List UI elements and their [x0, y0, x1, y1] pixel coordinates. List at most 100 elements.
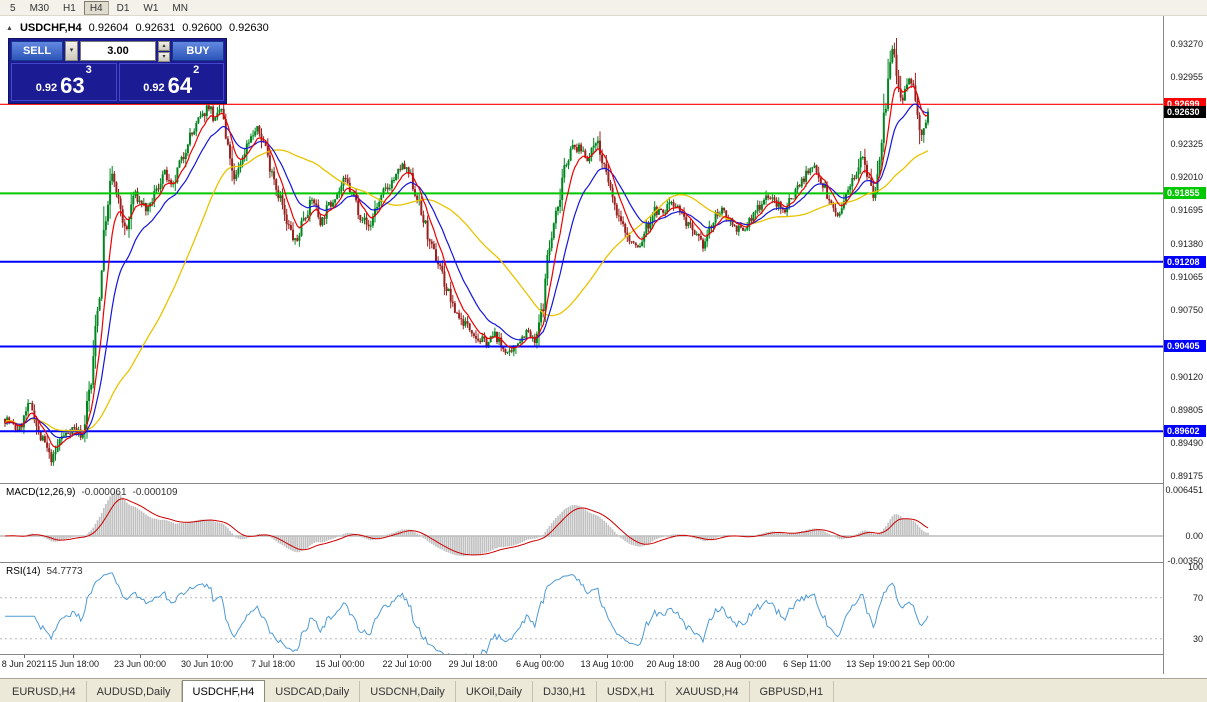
- time-tick-label: 8 Jun 2021: [1, 659, 47, 669]
- rsi-panel-separator[interactable]: [0, 562, 1207, 563]
- macd-panel-svg[interactable]: [0, 483, 1164, 562]
- volume-increase-button[interactable]: ▴: [158, 41, 170, 51]
- time-tick-label: 13 Aug 10:00: [580, 659, 634, 669]
- ask-pipette: 2: [193, 64, 200, 76]
- buy-button[interactable]: BUY: [172, 41, 224, 61]
- price-tick-label: 0.91380: [1170, 238, 1203, 249]
- price-tick-label: 0.89175: [1170, 471, 1203, 482]
- ask-price[interactable]: 0.92 64 2: [118, 63, 224, 101]
- price-tick-label: 0.93270: [1170, 39, 1203, 49]
- chart-symbol-icon: ▲: [6, 25, 13, 32]
- time-tick-label: 7 Jul 18:00: [250, 659, 296, 669]
- macd-tick-label: 0.00: [1185, 531, 1203, 541]
- symbol-tab-ukoil[interactable]: UKOil,Daily: [456, 681, 534, 702]
- price-chart-svg[interactable]: [0, 16, 1164, 483]
- timeframe-button-h4[interactable]: H4: [83, 0, 109, 15]
- macd-panel-separator[interactable]: [0, 483, 1207, 484]
- symbol-tab-usdx[interactable]: USDX,H1: [597, 681, 666, 702]
- timeframe-button-mn[interactable]: MN: [172, 2, 188, 14]
- symbol-tab-dj30[interactable]: DJ30,H1: [533, 681, 597, 702]
- symbol-tab-audusd[interactable]: AUDUSD,Daily: [87, 681, 182, 702]
- time-tick-mark: [740, 655, 741, 658]
- time-tick-mark: [140, 655, 141, 658]
- macd-value-main: -0.000061: [81, 487, 127, 498]
- volume-dropdown-button[interactable]: ▾: [65, 41, 78, 61]
- rsi-label: RSI(14) 54.7773: [6, 566, 83, 577]
- volume-input[interactable]: [80, 41, 156, 61]
- time-tick-label: 30 Jun 10:00: [180, 659, 234, 669]
- chart-symbol-label: USDCHF,H4: [19, 22, 82, 34]
- time-tick-mark: [873, 655, 874, 658]
- price-tick-label: 0.91695: [1170, 205, 1203, 216]
- timeframe-button-m30[interactable]: M30: [29, 2, 50, 14]
- time-tick-label: 13 Sep 19:00: [846, 659, 900, 669]
- price-tick-label: 0.90750: [1170, 305, 1203, 316]
- time-tick-label: 6 Sep 11:00: [783, 659, 831, 669]
- timeframe-toolbar: 5 M30 H1 H4 D1 W1 MN: [0, 0, 1207, 16]
- trade-panel-prices: 0.92 63 3 0.92 64 2: [11, 63, 224, 101]
- price-tick-label: 0.89490: [1170, 438, 1203, 449]
- price-line-label: 0.91208: [1164, 255, 1206, 268]
- time-tick-label: 28 Aug 00:00: [713, 659, 767, 669]
- price-tick-label: 0.92325: [1170, 138, 1203, 149]
- symbol-tab-usdchf[interactable]: USDCHF,H4: [181, 680, 266, 702]
- time-tick-mark: [540, 655, 541, 658]
- trade-panel-controls: SELL ▾ ▴ ▾ BUY: [11, 41, 224, 62]
- time-tick-label: 21 Sep 00:00: [901, 659, 955, 669]
- price-line-label: 0.89602: [1164, 425, 1206, 438]
- price-tick-label: 0.92955: [1170, 72, 1203, 83]
- symbol-tab-usdcnh[interactable]: USDCNH,Daily: [360, 681, 456, 702]
- timeframe-button-5[interactable]: 5: [10, 2, 16, 14]
- time-axis[interactable]: 8 Jun 2021 15 Jun 18:00 23 Jun 00:00 30 Jun…: [0, 655, 1163, 678]
- time-tick-mark: [607, 655, 608, 658]
- time-tick-label: 15 Jul 00:00: [315, 659, 365, 669]
- symbol-tab-gbpusd[interactable]: GBPUSD,H1: [750, 681, 835, 702]
- price-tick-label: 0.89805: [1170, 404, 1203, 415]
- price-tick-label: 0.91065: [1170, 271, 1203, 282]
- price-axis[interactable]: 0.93270 0.92955 0.92325 0.92010 0.91695 0.913…: [1164, 0, 1207, 678]
- rsi-name: RSI(14): [6, 566, 41, 577]
- time-axis-separator: [0, 654, 1207, 655]
- time-tick-mark: [673, 655, 674, 658]
- chart-header: ▲ USDCHF,H4 0.92604 0.92631 0.92600 0.92…: [6, 22, 269, 34]
- time-tick-label: 20 Aug 18:00: [646, 659, 700, 669]
- time-tick-label: 29 Jul 18:00: [448, 659, 498, 669]
- time-tick-mark: [207, 655, 208, 658]
- time-tick-mark: [407, 655, 408, 658]
- bid-price[interactable]: 0.92 63 3: [11, 63, 117, 101]
- time-tick-label: 22 Jul 10:00: [382, 659, 432, 669]
- time-tick-label: 15 Jun 18:00: [46, 659, 100, 669]
- price-tick-label: 0.90120: [1170, 371, 1203, 382]
- price-tick-label: 0.92010: [1170, 172, 1203, 183]
- time-tick-mark: [273, 655, 274, 658]
- ask-prefix: 0.92: [143, 82, 165, 94]
- sell-button[interactable]: SELL: [11, 41, 63, 61]
- symbol-tab-xauusd[interactable]: XAUUSD,H4: [666, 681, 750, 702]
- chart-tabs-bar: EURUSD,H4 AUDUSD,Daily USDCHF,H4 USDCAD,Dai…: [0, 678, 1207, 702]
- ask-big-digits: 64: [167, 73, 193, 99]
- volume-decrease-button[interactable]: ▾: [158, 52, 170, 62]
- ohlc-close: 0.92630: [228, 22, 269, 34]
- time-tick-mark: [24, 655, 25, 658]
- symbol-tab-eurusd[interactable]: EURUSD,H4: [2, 681, 87, 702]
- time-tick-mark: [807, 655, 808, 658]
- symbol-tab-usdcad[interactable]: USDCAD,Daily: [265, 681, 361, 702]
- timeframe-button-h1[interactable]: H1: [63, 2, 76, 14]
- price-line-label: 0.90405: [1164, 340, 1206, 353]
- bid-big-digits: 63: [60, 73, 85, 99]
- ohlc-high: 0.92631: [135, 22, 176, 34]
- rsi-value: 54.7773: [46, 566, 83, 577]
- chevron-down-icon: ▾: [69, 47, 74, 54]
- time-tick-label: 23 Jun 00:00: [113, 659, 167, 669]
- macd-value-signal: -0.000109: [132, 487, 178, 498]
- time-tick-mark: [473, 655, 474, 658]
- timeframe-button-w1[interactable]: W1: [143, 2, 159, 14]
- macd-name: MACD(12,26,9): [6, 487, 76, 498]
- time-tick-mark: [73, 655, 74, 658]
- price-line-label: 0.91855: [1164, 187, 1206, 200]
- rsi-panel-svg[interactable]: [0, 562, 1164, 654]
- volume-spinner: ▴ ▾: [158, 41, 170, 62]
- timeframe-button-d1[interactable]: D1: [116, 2, 130, 14]
